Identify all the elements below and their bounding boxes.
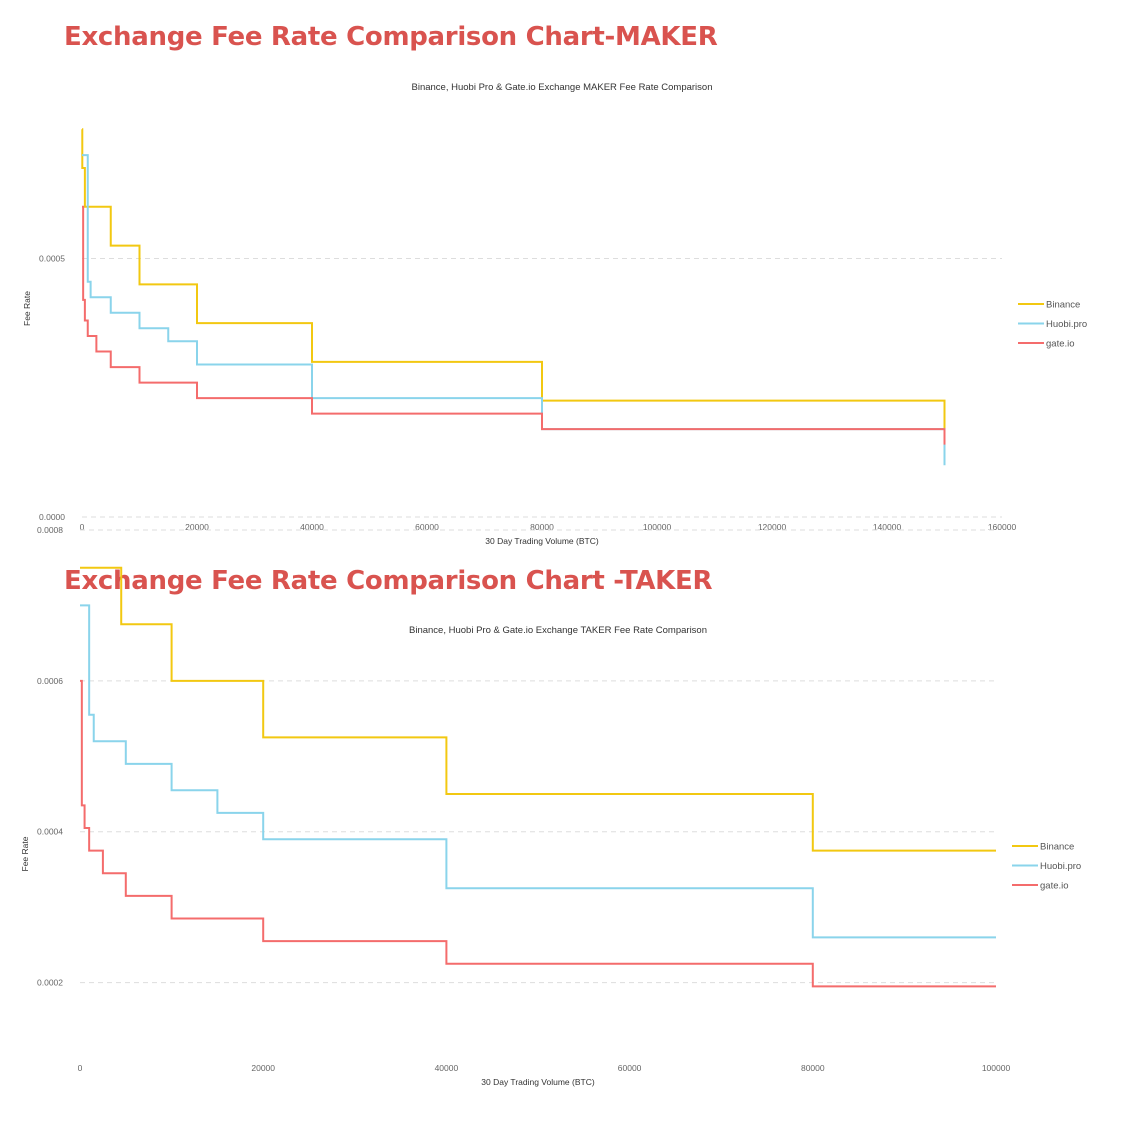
taker-y-tick-label: 0.0002: [37, 978, 63, 988]
maker-x-tick-label: 20000: [185, 522, 209, 532]
taker-x-tick-label: 100000: [982, 1063, 1011, 1073]
taker-y-axis-label: Fee Rate: [20, 836, 30, 871]
maker-x-tick-label: 60000: [415, 522, 439, 532]
taker-y-tick-label: 0.0008: [37, 525, 63, 535]
maker-x-tick-label: 160000: [988, 522, 1017, 532]
maker-series-gate-io: [82, 205, 946, 445]
maker-y-tick-label: 0.0000: [39, 512, 65, 522]
maker-chart-title: Binance, Huobi Pro & Gate.io Exchange MA…: [412, 82, 713, 93]
taker-legend-label: Huobi.pro: [1040, 861, 1081, 872]
taker-series-binance: [80, 566, 996, 852]
maker-section-heading: Exchange Fee Rate Comparison Chart-MAKER: [64, 22, 718, 52]
taker-legend-label: gate.io: [1040, 881, 1069, 892]
taker-y-tick-label: 0.0004: [37, 827, 63, 837]
maker-legend-label: gate.io: [1046, 339, 1075, 350]
taker-chart-title: Binance, Huobi Pro & Gate.io Exchange TA…: [409, 625, 707, 636]
maker-legend-label: Binance: [1046, 300, 1080, 311]
taker-x-tick-label: 60000: [618, 1063, 642, 1073]
taker-series-gate-io: [80, 679, 996, 988]
taker-x-tick-label: 20000: [251, 1063, 275, 1073]
taker-x-tick-label: 80000: [801, 1063, 825, 1073]
maker-series-binance: [81, 128, 946, 440]
taker-series-huobi-pro: [80, 604, 996, 939]
taker-x-tick-label: 40000: [435, 1063, 459, 1073]
maker-x-tick-label: 120000: [758, 522, 787, 532]
maker-x-tick-label: 40000: [300, 522, 324, 532]
maker-x-tick-label: 80000: [530, 522, 554, 532]
taker-y-tick-label: 0.0006: [37, 676, 63, 686]
maker-x-tick-label: 140000: [873, 522, 902, 532]
taker-fee-chart: Binance, Huobi Pro & Gate.io Exchange TA…: [20, 525, 1081, 1087]
maker-fee-chart: Binance, Huobi Pro & Gate.io Exchange MA…: [22, 82, 1087, 546]
taker-x-axis-label: 30 Day Trading Volume (BTC): [481, 1077, 595, 1087]
taker-x-tick-label: 0: [78, 1063, 83, 1073]
taker-section-heading: Exchange Fee Rate Comparison Chart -TAKE…: [64, 566, 713, 596]
maker-x-tick-label: 100000: [643, 522, 672, 532]
maker-x-axis-label: 30 Day Trading Volume (BTC): [485, 536, 599, 546]
maker-x-tick-label: 0: [80, 522, 85, 532]
maker-y-axis-label: Fee Rate: [22, 291, 32, 326]
taker-legend-label: Binance: [1040, 842, 1074, 853]
maker-legend-label: Huobi.pro: [1046, 319, 1087, 330]
maker-y-tick-label: 0.0005: [39, 254, 65, 264]
